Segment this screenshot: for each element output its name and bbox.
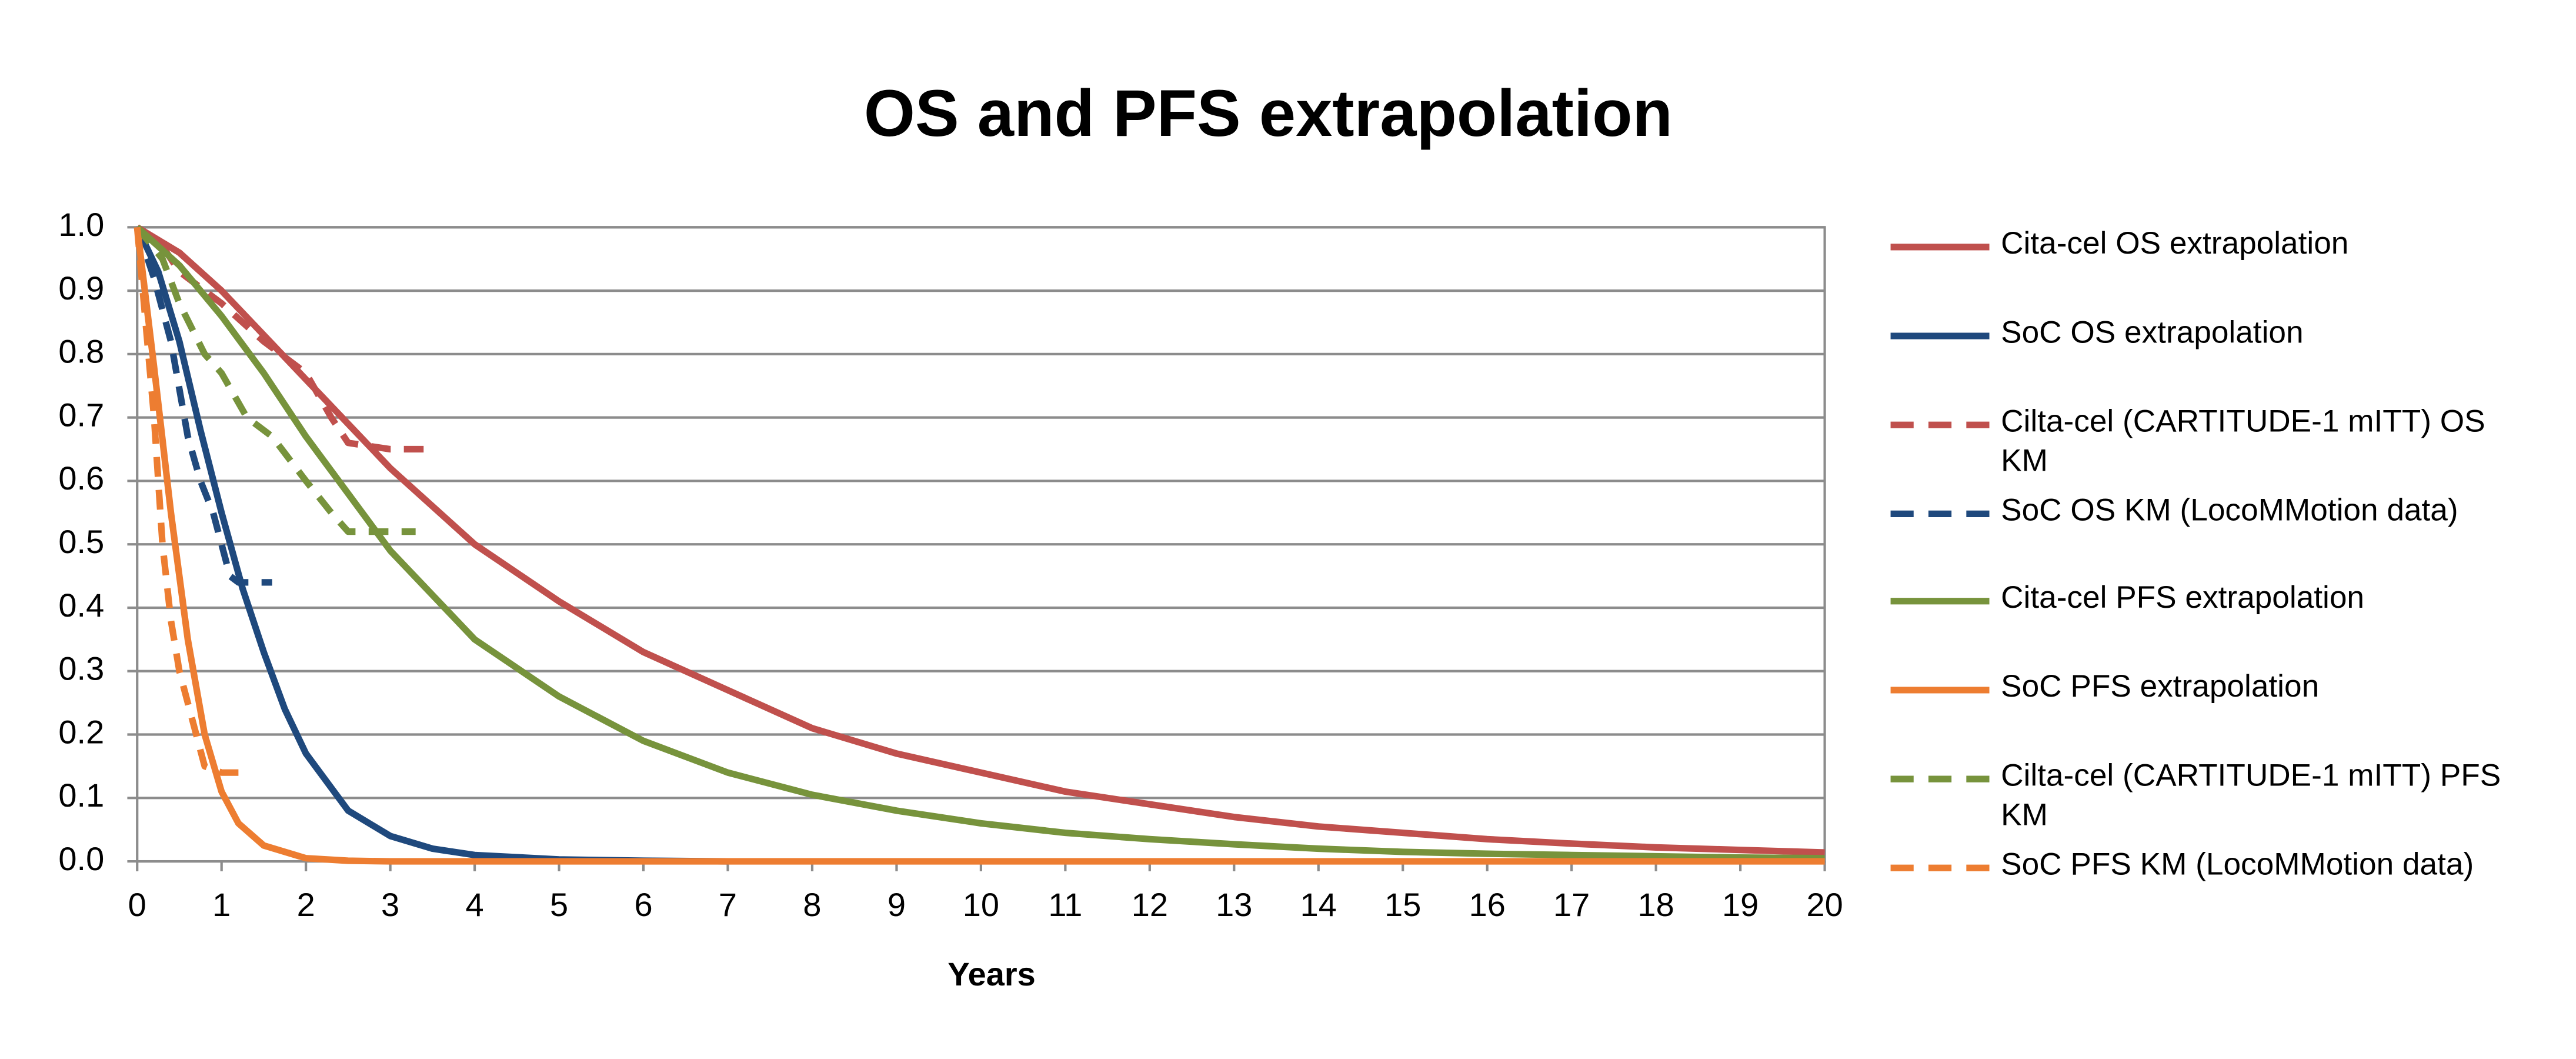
- y-tick-label: 0.3: [58, 650, 104, 687]
- series-line: [134, 227, 239, 776]
- x-tick-label: 2: [297, 886, 315, 923]
- x-axis-label: Years: [947, 955, 1035, 993]
- series-line: [135, 225, 1825, 862]
- legend-entry: Cita-cel PFS extrapolation: [2001, 581, 2365, 616]
- y-tick-label: 0.5: [58, 523, 104, 560]
- y-tick-label: 0.0: [58, 840, 104, 877]
- x-tick-label: 14: [1300, 886, 1337, 923]
- legend-entry: Cilta-cel (CARTITUDE-1 mITT) PFS KM: [2001, 759, 2501, 834]
- y-tick-label: 0.4: [58, 587, 104, 624]
- legend-label: SoC OS KM (LocoMMotion data): [2001, 494, 2458, 529]
- x-tick-label: 12: [1132, 886, 1168, 923]
- series-line: [134, 226, 272, 586]
- x-tick-label: 9: [887, 886, 906, 923]
- x-tick-label: 1: [212, 886, 231, 923]
- y-tick-label: 0.8: [58, 333, 104, 370]
- y-tick-label: 0.9: [58, 269, 104, 307]
- x-tick-label: 7: [719, 886, 737, 923]
- legend-label: Cilta-cel (CARTITUDE-1 mITT) OS KM: [2001, 405, 2485, 479]
- legend-entry: SoC PFS KM (LocoMMotion data): [2001, 848, 2474, 883]
- x-tick-label: 8: [803, 886, 821, 923]
- legend-entry: SoC OS extrapolation: [2001, 316, 2304, 351]
- x-tick-label: 11: [1048, 886, 1082, 923]
- series-line: [134, 225, 416, 535]
- legend-label: Cilta-cel (CARTITUDE-1 mITT) PFS KM: [2001, 759, 2501, 834]
- legend-entry: SoC PFS extrapolation: [2001, 670, 2320, 705]
- x-tick-label: 0: [128, 886, 146, 923]
- x-tick-label: 15: [1384, 886, 1421, 923]
- x-tick-label: 18: [1638, 886, 1674, 923]
- x-tick-label: 10: [963, 886, 999, 923]
- x-tick-label: 16: [1469, 886, 1506, 923]
- y-tick-label: 0.2: [58, 713, 104, 750]
- legend-label: SoC PFS KM (LocoMMotion data): [2001, 848, 2474, 883]
- x-tick-label: 6: [634, 886, 652, 923]
- x-tick-label: 17: [1553, 886, 1590, 923]
- chart-title: OS and PFS extrapolation: [864, 76, 1673, 150]
- legend-label: Cita-cel PFS extrapolation: [2001, 581, 2365, 616]
- y-tick-label: 0.1: [58, 777, 104, 814]
- legend-label: SoC OS extrapolation: [2001, 316, 2304, 351]
- series-line: [135, 224, 1825, 856]
- legend-label: SoC PFS extrapolation: [2001, 670, 2320, 705]
- legend-entry: Cita-cel OS extrapolation: [2001, 227, 2349, 262]
- x-tick-label: 3: [381, 886, 399, 923]
- y-tick-label: 0.7: [58, 396, 104, 433]
- y-tick-label: 1.0: [58, 206, 104, 243]
- x-tick-label: 13: [1216, 886, 1252, 923]
- x-tick-label: 4: [466, 886, 484, 923]
- x-tick-label: 19: [1722, 886, 1759, 923]
- x-tick-label: 20: [1806, 886, 1843, 923]
- legend-entry: Cilta-cel (CARTITUDE-1 mITT) OS KM: [2001, 405, 2485, 479]
- x-tick-label: 5: [550, 886, 568, 923]
- legend-label: Cita-cel OS extrapolation: [2001, 227, 2349, 262]
- series-line: [134, 227, 1825, 865]
- legend-entry: SoC OS KM (LocoMMotion data): [2001, 494, 2458, 529]
- y-tick-label: 0.6: [58, 459, 104, 497]
- series-line: [134, 225, 728, 865]
